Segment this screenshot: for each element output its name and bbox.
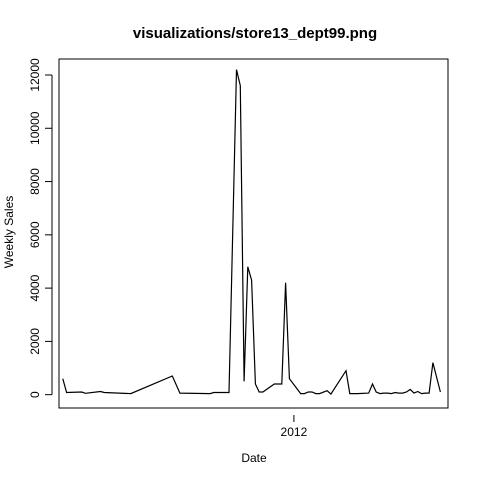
y-tick-label: 0 bbox=[28, 391, 42, 398]
y-tick-label: 12000 bbox=[28, 58, 42, 92]
x-axis-label: Date bbox=[241, 451, 267, 465]
y-tick-label: 2000 bbox=[28, 328, 42, 355]
chart-title: visualizations/store13_dept99.png bbox=[133, 25, 377, 42]
series-line bbox=[62, 69, 441, 396]
y-tick-label: 6000 bbox=[28, 221, 42, 248]
y-axis-label: Weekly Sales bbox=[2, 196, 16, 268]
y-axis: 0 2000 4000 6000 8000 10000 12000 bbox=[28, 58, 53, 398]
x-axis: 2012 bbox=[281, 415, 308, 439]
y-tick-label: 10000 bbox=[28, 111, 42, 145]
y-tick-label: 8000 bbox=[28, 168, 42, 195]
plot-frame bbox=[58, 58, 449, 409]
series-group bbox=[62, 69, 441, 396]
y-tick-label: 4000 bbox=[28, 274, 42, 301]
x-tick-label: 2012 bbox=[281, 425, 308, 439]
